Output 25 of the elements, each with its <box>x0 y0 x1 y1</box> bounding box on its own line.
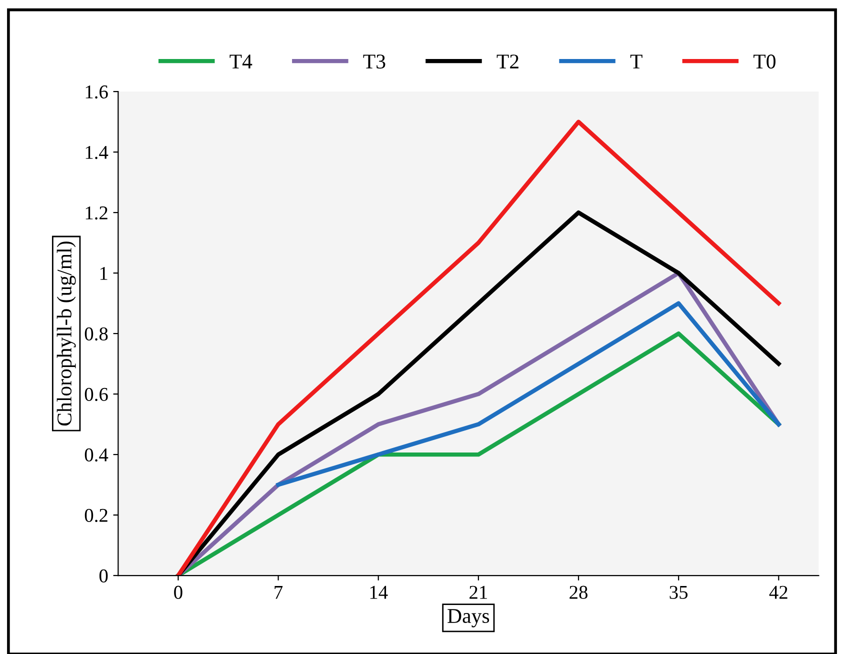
y-tick-label: 0.2 <box>84 508 108 522</box>
x-tick-label: 28 <box>570 586 588 599</box>
x-tick-label: 42 <box>769 586 788 599</box>
y-tick-label: 1.4 <box>86 146 108 160</box>
x-axis-title: Days <box>448 609 490 628</box>
y-tick-label: 1.2 <box>86 206 108 220</box>
x-tick-label: 0 <box>174 586 182 599</box>
y-tick-label: 1 <box>100 266 108 280</box>
y-tick-label: 0.8 <box>84 327 108 341</box>
line-series <box>176 120 781 576</box>
x-tick-label: 35 <box>670 586 688 599</box>
legend-label: T <box>630 54 642 68</box>
x-tick-label: 21 <box>470 586 487 599</box>
y-tick-label: 0 <box>99 569 108 582</box>
x-tick-label: 7 <box>274 586 283 599</box>
legend-label: T2 <box>496 54 518 68</box>
y-tick-label: 0.4 <box>84 448 108 462</box>
line-series <box>276 301 781 487</box>
legend-label: T3 <box>363 54 386 69</box>
legend-label: T4 <box>230 54 252 68</box>
y-tick-label: 0.6 <box>84 388 108 402</box>
y-tick-label: 1.6 <box>86 85 108 99</box>
x-tick-label: 14 <box>370 586 388 599</box>
y-axis-title: Chlorophyll-b (ug/ml) <box>56 242 76 426</box>
legend-label: T0 <box>754 54 776 69</box>
